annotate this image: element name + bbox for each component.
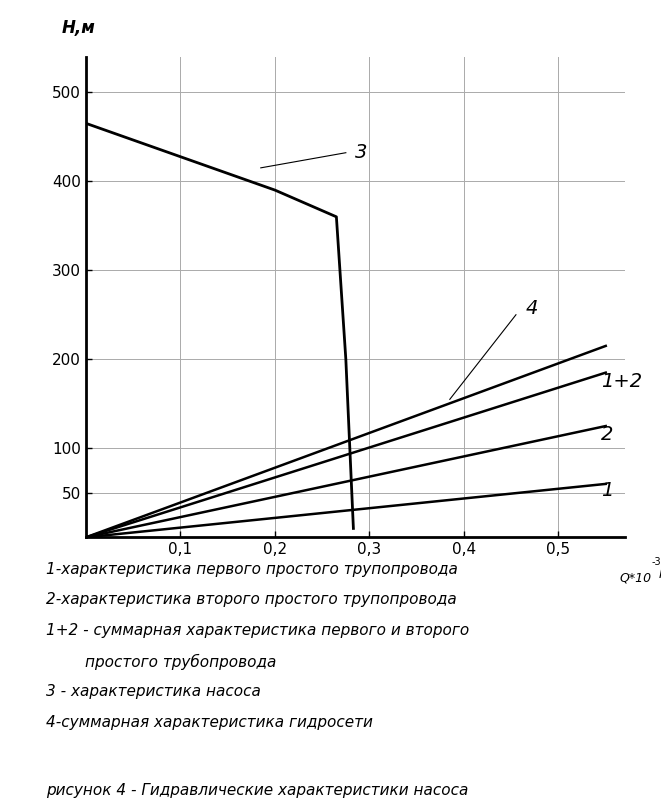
Text: 1-характеристика первого простого трупопровода: 1-характеристика первого простого трупоп… [46,562,458,577]
Text: М: М [658,567,661,581]
Text: 1: 1 [601,481,613,499]
Text: 2-характеристика второго простого трупопровода: 2-характеристика второго простого трупоп… [46,592,457,608]
Text: 3: 3 [356,143,368,162]
Text: рисунок 4 - Гидравлические характеристики насоса: рисунок 4 - Гидравлические характеристик… [46,783,469,797]
Text: -3: -3 [651,557,661,567]
Text: простого трубопровода: простого трубопровода [46,654,277,670]
Text: Q*10: Q*10 [620,571,652,584]
Text: 3 - характеристика насоса: 3 - характеристика насоса [46,684,261,700]
Text: 4-суммарная характеристика гидросети: 4-суммарная характеристика гидросети [46,715,373,730]
Text: 1+2: 1+2 [601,372,642,391]
Text: 2: 2 [601,426,613,444]
Text: 1+2 - суммарная характеристика первого и второго: 1+2 - суммарная характеристика первого и… [46,623,469,638]
Text: H,м: H,м [61,19,96,37]
Text: 4: 4 [525,299,538,318]
